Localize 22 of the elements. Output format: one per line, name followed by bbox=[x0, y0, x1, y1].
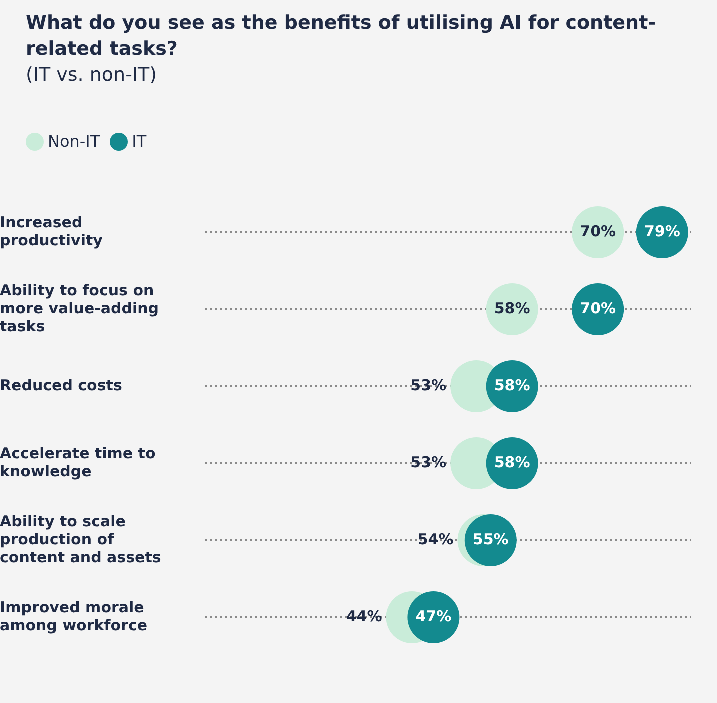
y-tick-label: Accelerate time to knowledge bbox=[0, 444, 156, 480]
data-label: 53% bbox=[410, 376, 447, 394]
data-label: 58% bbox=[494, 453, 530, 472]
y-tick-label: Increased productivity bbox=[0, 213, 104, 250]
data-label: 79% bbox=[644, 222, 680, 240]
y-tick-label: Improved morale among workforce bbox=[0, 598, 148, 634]
data-label: 58% bbox=[494, 299, 530, 318]
legend-label: Non-IT bbox=[47, 132, 100, 151]
data-label: 70% bbox=[580, 299, 616, 318]
data-label: 55% bbox=[472, 530, 509, 548]
chart-title: What do you see as the benefits of utilising AI for content-related tasks? bbox=[26, 11, 658, 62]
data-label: 70% bbox=[580, 222, 616, 240]
data-label: 58% bbox=[494, 376, 530, 394]
y-tick-label: Ability to scale production of content and assets bbox=[0, 512, 162, 566]
y-tick-label: Ability to focus on more value-adding tasks bbox=[0, 281, 160, 336]
data-label: 44% bbox=[346, 607, 382, 626]
y-tick-label: Reduced costs bbox=[0, 376, 122, 394]
data-label: 47% bbox=[416, 607, 452, 626]
legend-label: IT bbox=[131, 132, 147, 151]
chart-subtitle: (IT vs. non-IT) bbox=[26, 64, 158, 86]
data-label: 53% bbox=[410, 453, 447, 472]
data-label: 54% bbox=[418, 530, 454, 548]
